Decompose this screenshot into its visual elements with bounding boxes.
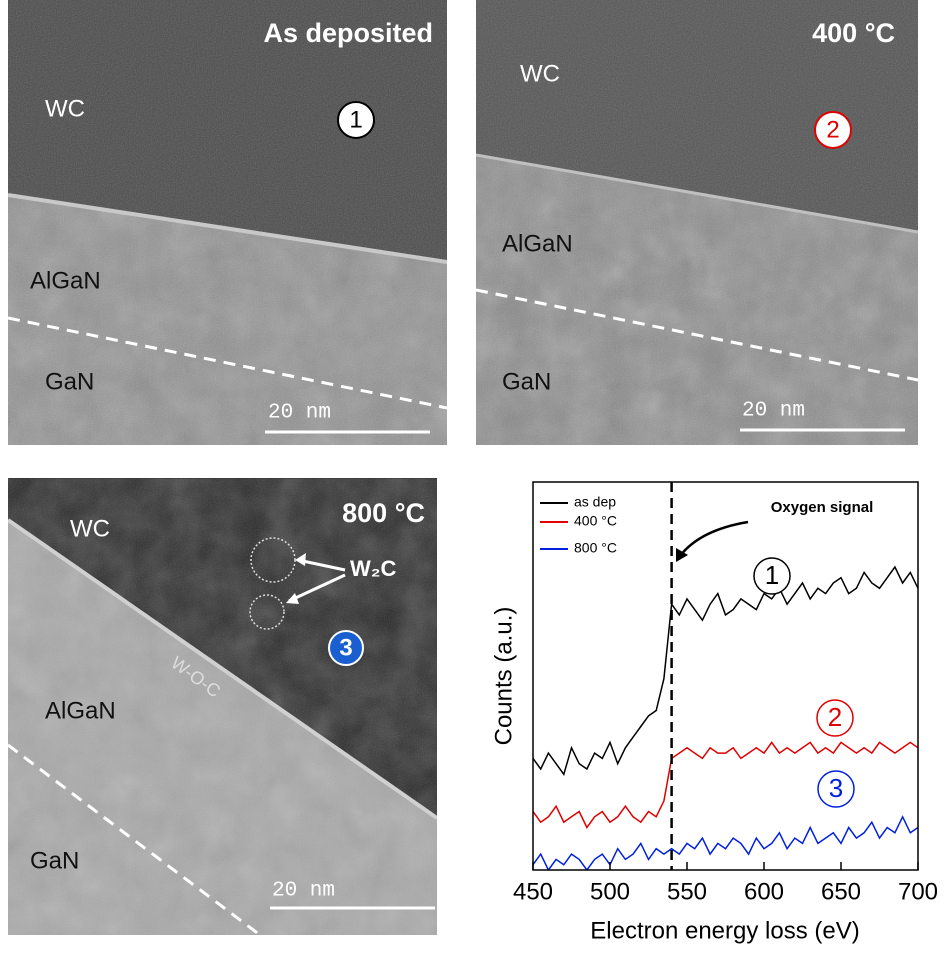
x-tick-label: 700 — [898, 878, 938, 905]
sample-marker: 3 — [339, 634, 352, 661]
x-tick-label: 550 — [667, 878, 707, 905]
x-axis-title: Electron energy loss (eV) — [590, 917, 859, 944]
sample-marker: 2 — [828, 702, 842, 732]
layer-label: AlGaN — [30, 267, 101, 294]
panel-title: As deposited — [263, 18, 433, 48]
series-line — [533, 817, 918, 870]
y-axis-title: Counts (a.u.) — [490, 607, 517, 746]
x-tick-label: 600 — [744, 878, 784, 905]
chart: Electron energy loss (eV) Counts (a.u.) … — [490, 482, 938, 944]
x-tick-label: 450 — [513, 878, 553, 905]
layer-label: AlGaN — [502, 230, 573, 257]
layer-label: AlGaN — [45, 697, 116, 724]
scale-bar-label: 20 nm — [742, 400, 805, 423]
legend-label: 800 °C — [574, 540, 617, 556]
legend-label: 400 °C — [574, 513, 617, 529]
plot-area — [533, 567, 918, 870]
layer-label: GaN — [502, 368, 551, 395]
annotation: Oxygen signal — [771, 499, 874, 516]
layer-label: WC — [45, 95, 85, 122]
layer-label: GaN — [30, 847, 79, 874]
x-tick-label: 500 — [590, 878, 630, 905]
sample-marker: 3 — [829, 773, 843, 803]
sample-marker: 1 — [765, 560, 779, 590]
sample-marker: 2 — [826, 116, 839, 143]
panel-title: 400 °C — [812, 18, 895, 48]
sample-marker: 1 — [349, 106, 362, 133]
tem-panel: 800 °C WC AlGaN GaN W-O-C W₂C 20 nm 3 — [8, 478, 437, 935]
phase-label: W₂C — [350, 556, 397, 581]
scale-bar-label: 20 nm — [268, 402, 331, 425]
x-tick-label: 650 — [821, 878, 861, 905]
layer-label: WC — [70, 515, 110, 542]
series-line — [533, 742, 918, 827]
layer-label: WC — [520, 60, 560, 87]
series-line — [533, 567, 918, 774]
layer-label: GaN — [45, 368, 94, 395]
tem-panel: As deposited WC AlGaN GaN 20 nm 1 — [8, 0, 447, 445]
panel-title: 800 °C — [342, 498, 425, 528]
figure: As deposited WC AlGaN GaN 20 nm 1 400 °C… — [0, 0, 947, 952]
tem-panel: 400 °C WC AlGaN GaN 20 nm 2 — [476, 0, 918, 445]
legend-label: as dep — [574, 494, 616, 510]
scale-bar-label: 20 nm — [272, 880, 335, 903]
